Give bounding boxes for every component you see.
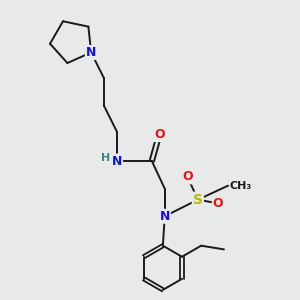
Text: O: O: [154, 128, 164, 141]
Text: CH₃: CH₃: [230, 181, 252, 191]
Text: N: N: [112, 154, 122, 167]
Text: O: O: [182, 170, 193, 183]
Text: O: O: [213, 197, 224, 210]
Text: N: N: [160, 210, 170, 223]
Text: H: H: [101, 153, 110, 163]
Text: S: S: [193, 193, 203, 207]
Text: N: N: [86, 46, 96, 59]
